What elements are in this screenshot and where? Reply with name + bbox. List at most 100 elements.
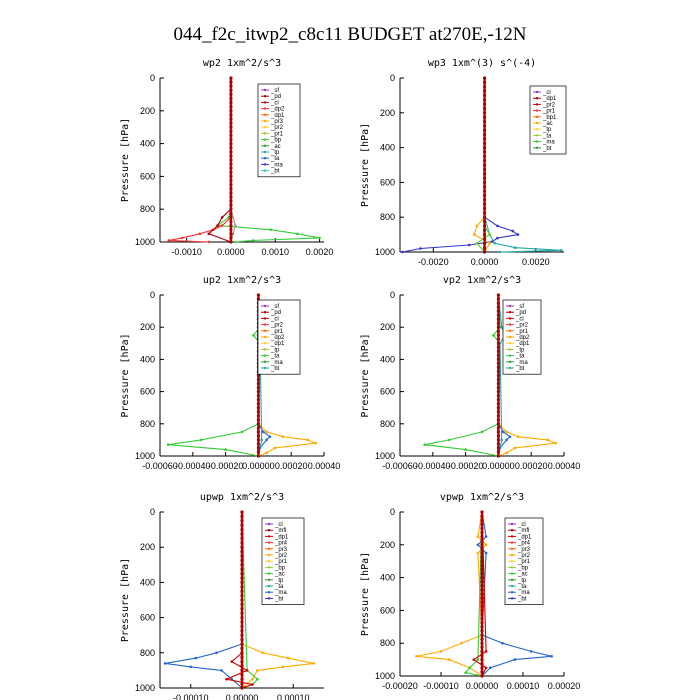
chart-panel-vp2: vp2 1xm^2/s^3 Pressure [hPa] 0 200 400 600 800… xyxy=(360,275,580,471)
panel-title: up2 1xm^2/s^3 xyxy=(203,275,281,286)
data-point xyxy=(225,677,228,681)
data-point xyxy=(231,232,235,236)
zero-profile-point xyxy=(496,418,500,422)
legend: _cl_dp1_pr2_pr1_bp1_ac_tp_ta_ma_bt xyxy=(529,85,567,155)
legend-label: _dp1 xyxy=(542,96,557,102)
zero-profile-point xyxy=(482,189,487,193)
zero-profile-point xyxy=(482,180,487,184)
data-point xyxy=(514,246,517,249)
legend-marker xyxy=(263,342,267,345)
data-point xyxy=(401,250,404,254)
legend-marker xyxy=(263,366,267,370)
legend-marker xyxy=(267,541,271,544)
legend-label: _sf xyxy=(270,304,279,310)
zero-profile-point xyxy=(482,237,487,241)
data-point xyxy=(511,229,515,233)
legend-marker xyxy=(263,311,267,314)
y-tick-label: 800 xyxy=(380,419,395,429)
zero-profile-point xyxy=(496,297,500,301)
legend-label: _ac xyxy=(517,572,528,578)
chart-panel-wp3: wp3 1xm^(3) s^(-4) Pressure [hPa] 0 200 400 6… xyxy=(360,58,567,267)
zero-profile-point xyxy=(229,187,233,191)
panel-title: wp2 1xm^2/s^3 xyxy=(203,58,281,69)
legend-label: _pr1 xyxy=(515,329,529,335)
data-point xyxy=(251,239,255,242)
x-tick-label: 0.00020 xyxy=(275,461,308,471)
data-point xyxy=(180,236,184,240)
y-tick-label: 200 xyxy=(140,542,155,552)
zero-profile-point xyxy=(240,563,244,567)
zero-profile-point xyxy=(240,620,244,624)
legend: _cl_mfl_dp1_pr4_pr3_pr2_pr1_bp_ac_tp_ta_… xyxy=(261,517,305,605)
legend: _sf_pd_cl_dp2_dp1_pr3_pr2_pr1_bp_ac_tp_t… xyxy=(257,83,301,178)
zero-profile-point xyxy=(482,85,487,89)
zero-profile-point xyxy=(480,518,484,522)
legend-marker xyxy=(263,150,267,154)
zero-profile-point xyxy=(480,571,484,576)
zero-profile-point xyxy=(240,624,244,629)
zero-profile-point xyxy=(256,398,260,402)
zero-profile-point xyxy=(496,365,500,369)
data-point xyxy=(500,325,504,329)
zero-profile-point xyxy=(480,563,484,567)
data-point xyxy=(502,430,505,434)
zero-profile-point xyxy=(256,414,260,418)
legend-marker xyxy=(510,560,514,563)
x-tick-label: 0.00000 xyxy=(242,461,275,471)
zero-profile-point xyxy=(229,105,233,109)
legend-label: _pr1 xyxy=(270,131,284,137)
legend-label: _dp1 xyxy=(517,534,532,540)
zero-profile-point xyxy=(480,567,484,572)
zero-profile-point xyxy=(482,146,487,150)
zero-profile-point xyxy=(496,438,500,442)
legend-label: _pr1 xyxy=(270,329,284,335)
data-point xyxy=(475,242,479,245)
zero-profile-point xyxy=(482,102,487,106)
data-point xyxy=(529,650,533,653)
legend-marker xyxy=(263,101,267,104)
zero-profile-point xyxy=(240,589,244,593)
zero-profile-point xyxy=(240,682,244,686)
data-point xyxy=(505,451,508,455)
zero-profile-point xyxy=(229,137,233,142)
data-point xyxy=(484,650,488,653)
zero-profile-point xyxy=(240,594,244,598)
data-point xyxy=(220,224,224,227)
zero-profile-point xyxy=(496,422,500,426)
chart-panel-vpwp: vpwp 1xm^2/s^3 Pressure [hPa] 0 200 400 600 80… xyxy=(360,492,580,691)
legend-marker xyxy=(508,354,512,357)
zero-profile-point xyxy=(240,550,244,554)
data-point xyxy=(220,669,223,672)
data-point xyxy=(493,242,497,245)
legend-label: _ma xyxy=(274,590,287,596)
zero-profile-point xyxy=(496,349,500,353)
legend-marker xyxy=(263,138,267,141)
y-tick-label: 800 xyxy=(140,648,155,658)
legend-marker xyxy=(263,360,267,363)
chart-panel-wp2: wp2 1xm^2/s^3 Pressure [hPa] 0 200 400 600 800… xyxy=(120,58,333,257)
zero-profile-point xyxy=(229,236,233,240)
zero-profile-point xyxy=(480,637,484,641)
zero-profile-point xyxy=(229,88,233,92)
data-point xyxy=(256,677,259,681)
legend-label: _pd xyxy=(270,94,281,100)
series-line-ma xyxy=(497,294,506,457)
panel-title: vp2 1xm^2/s^3 xyxy=(443,275,521,286)
zero-profile-point xyxy=(480,539,484,543)
data-point xyxy=(260,438,264,442)
zero-profile-point xyxy=(480,592,484,596)
y-tick-label: 0 xyxy=(150,507,155,517)
data-point xyxy=(163,662,167,665)
legend-marker xyxy=(267,560,271,563)
x-tick-label: 0.00040 xyxy=(308,461,341,471)
data-point xyxy=(261,651,264,655)
zero-profile-point xyxy=(240,646,244,651)
zero-profile-point xyxy=(240,598,244,602)
x-tick-label: 0.0020 xyxy=(306,247,334,257)
zero-profile-point xyxy=(480,621,484,625)
legend-label: _ma xyxy=(270,360,283,366)
data-point xyxy=(230,660,234,663)
data-point xyxy=(251,683,254,686)
data-point xyxy=(475,224,479,228)
zero-profile-point xyxy=(480,658,484,662)
